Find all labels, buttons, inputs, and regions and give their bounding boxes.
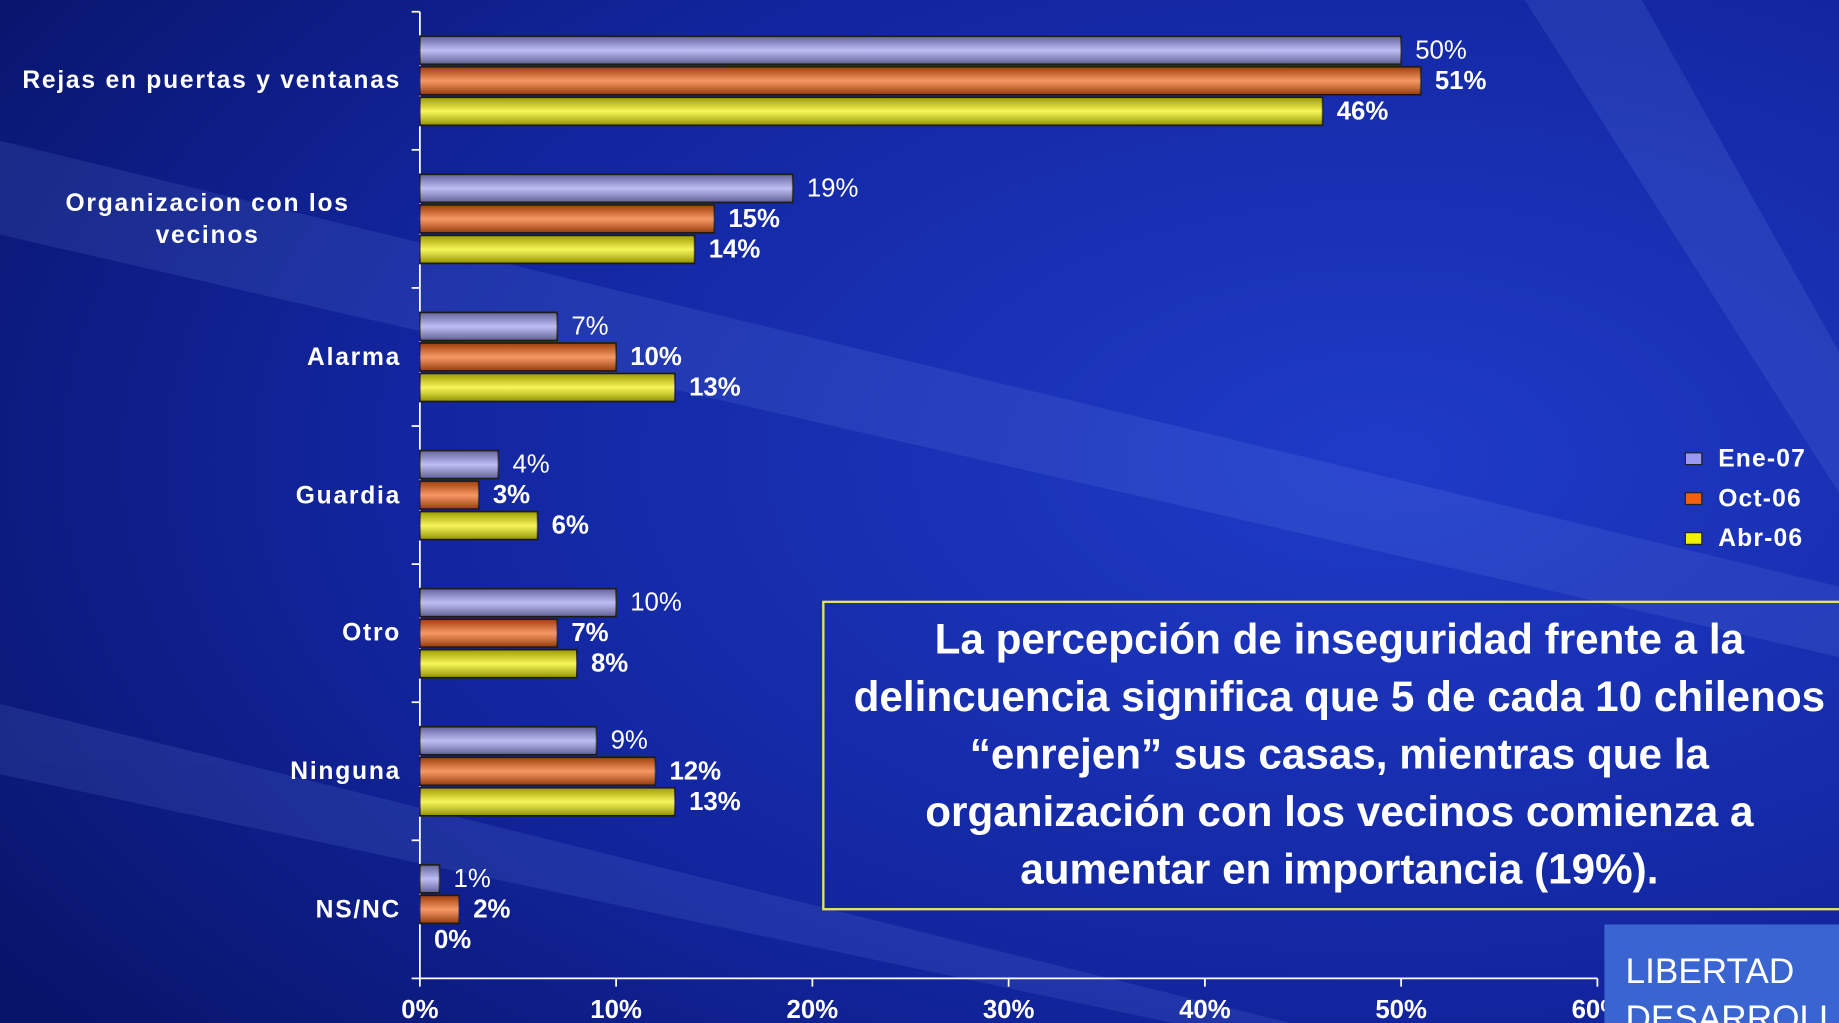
legend-label: Ene-07 [1718,445,1806,472]
value-label: 9% [611,727,648,755]
category-label-wrap: Rejas en puertas y ventanas [22,67,402,95]
annotation-wrap: La percepción de inseguridad frente a la… [853,614,1826,893]
x-tick-label: 20% [787,996,839,1023]
bar-shade [419,649,577,678]
bar-shade [419,312,558,341]
value-label: 4% [512,451,549,479]
logo-text: LIBERTAD [1626,952,1795,991]
value-label: 2% [473,895,510,923]
bar-shade [419,726,597,755]
bar-shade [419,895,460,924]
bar-shade [419,36,1402,65]
value-label: 15% [728,205,780,233]
value-label: 3% [493,481,530,509]
category-label: Guardia [295,481,402,509]
category-label: Organizacion con los vecinos [65,189,350,249]
bar-shade [419,588,617,617]
value-label: 13% [689,788,741,816]
value-label: 7% [571,619,608,647]
bar-shade [419,342,617,372]
value-label: 1% [454,865,491,893]
category-label-wrap: Guardia [295,481,402,509]
bar-shade [419,204,715,233]
logo-box [1604,924,1839,1023]
value-label: 51% [1435,67,1487,95]
bar-shade [419,864,440,893]
value-label: 13% [689,373,741,401]
value-label: 19% [807,174,859,202]
bar-shade [419,480,479,510]
legend-swatch [1684,492,1703,506]
value-label: 7% [571,312,608,340]
category-label-wrap: Organizacion con los vecinos [65,189,350,249]
bar-shade [419,619,558,648]
x-tick-label: 40% [1179,996,1231,1023]
bar-shade [419,97,1323,126]
x-tick-label: 10% [590,996,642,1023]
value-label: 46% [1337,97,1389,125]
category-label: Alarma [307,343,402,371]
category-label-wrap: Alarma [307,343,402,371]
category-label: NS/NC [315,895,402,923]
value-label: 12% [669,757,721,785]
bar-shade [419,174,793,203]
value-label: 14% [709,235,761,263]
category-label: Ninguna [290,757,402,785]
x-tick-label: 50% [1375,996,1427,1023]
value-label: 50% [1415,36,1467,64]
logo-text: DESARROLLO [1626,999,1839,1023]
legend-label: Oct-06 [1718,485,1802,512]
annotation-box [822,600,1839,911]
bar-shade [419,757,656,786]
value-label: 10% [630,343,682,371]
category-label: Otro [342,619,402,647]
value-label: 8% [591,650,628,678]
legend-label: Abr-06 [1718,525,1803,552]
category-label-wrap: Otro [342,619,402,647]
bar-shade [419,787,676,816]
bar-shade [419,450,499,479]
bar-shade [419,373,676,402]
bar-shade [419,511,538,540]
bar-shade [419,235,695,264]
x-tick-label: 0% [401,996,438,1023]
value-label: 10% [630,589,682,617]
bar-shade [419,66,1421,95]
category-label-wrap: Ninguna [290,757,402,785]
annotation: La percepción de inseguridad frente a la… [853,614,1826,893]
value-label: 6% [552,512,589,540]
category-label-wrap: NS/NC [315,895,402,923]
x-tick-label: 30% [983,996,1035,1023]
value-label: 0% [434,926,471,954]
legend-swatch [1684,532,1703,545]
legend-swatch [1684,452,1703,466]
category-label: Rejas en puertas y ventanas [22,67,402,95]
